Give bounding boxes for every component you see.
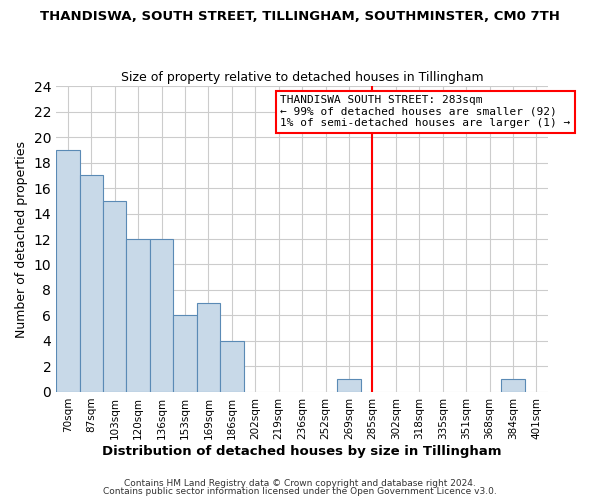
Title: Size of property relative to detached houses in Tillingham: Size of property relative to detached ho…: [121, 70, 484, 84]
Bar: [103, 201, 127, 392]
Bar: [502, 379, 525, 392]
Text: Contains HM Land Registry data © Crown copyright and database right 2024.: Contains HM Land Registry data © Crown c…: [124, 478, 476, 488]
Bar: [56, 150, 80, 392]
Text: THANDISWA, SOUTH STREET, TILLINGHAM, SOUTHMINSTER, CM0 7TH: THANDISWA, SOUTH STREET, TILLINGHAM, SOU…: [40, 10, 560, 23]
Y-axis label: Number of detached properties: Number of detached properties: [15, 140, 28, 338]
Bar: [173, 316, 197, 392]
Bar: [337, 379, 361, 392]
Bar: [80, 176, 103, 392]
X-axis label: Distribution of detached houses by size in Tillingham: Distribution of detached houses by size …: [103, 444, 502, 458]
Bar: [127, 239, 150, 392]
Bar: [150, 239, 173, 392]
Bar: [220, 341, 244, 392]
Text: THANDISWA SOUTH STREET: 283sqm
← 99% of detached houses are smaller (92)
1% of s: THANDISWA SOUTH STREET: 283sqm ← 99% of …: [280, 95, 570, 128]
Text: Contains public sector information licensed under the Open Government Licence v3: Contains public sector information licen…: [103, 487, 497, 496]
Bar: [197, 302, 220, 392]
